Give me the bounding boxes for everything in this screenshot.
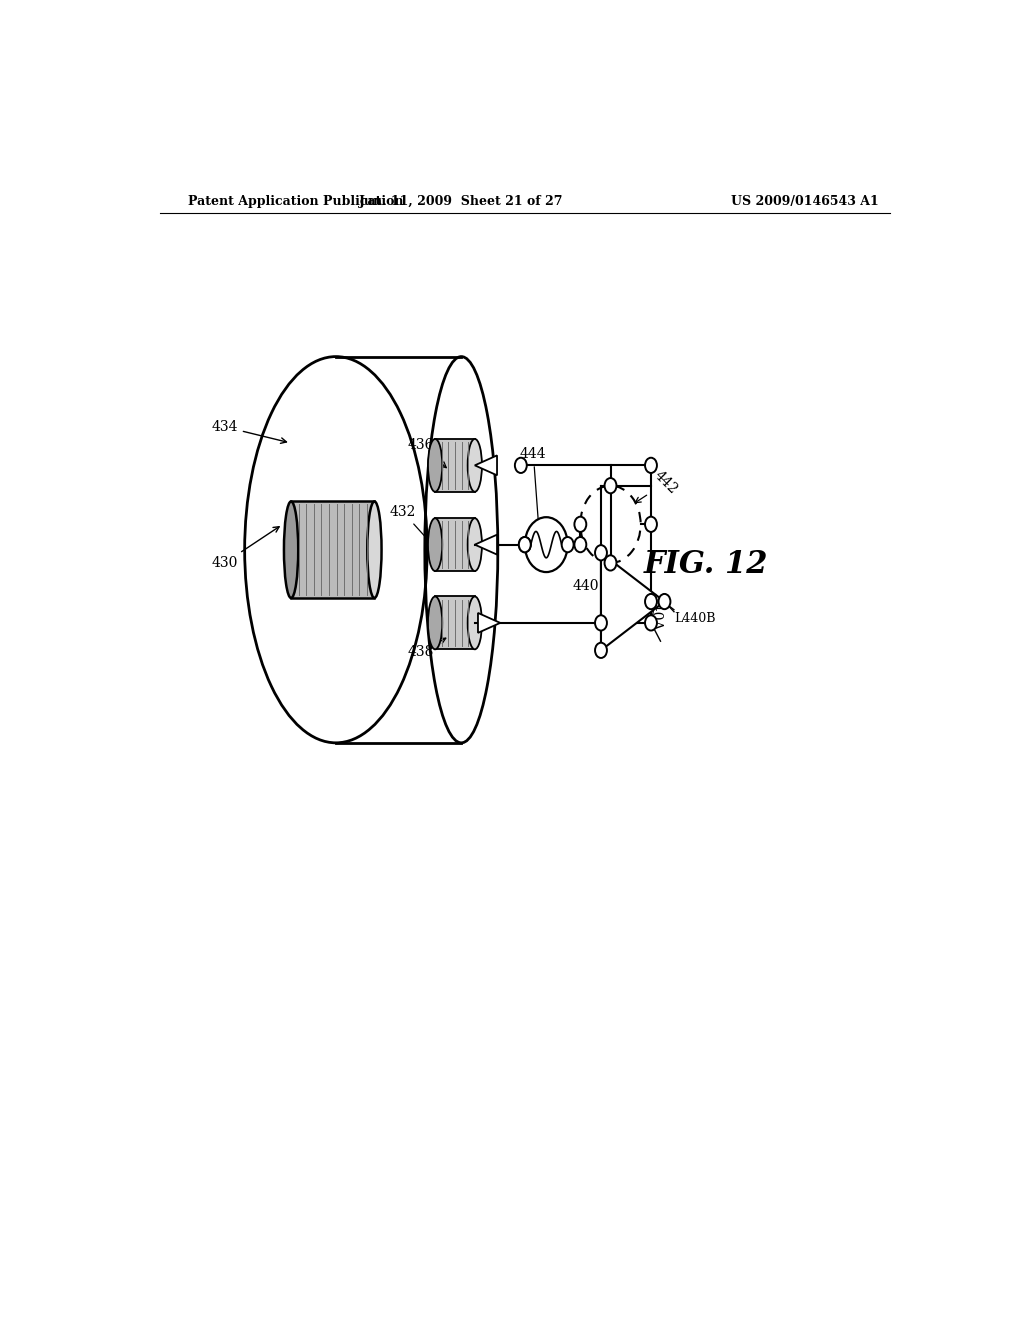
Polygon shape	[475, 535, 497, 554]
Text: 440: 440	[572, 579, 621, 594]
Circle shape	[574, 516, 587, 532]
Ellipse shape	[428, 519, 442, 572]
Circle shape	[645, 594, 657, 609]
Text: L440B: L440B	[674, 611, 716, 624]
Circle shape	[604, 556, 616, 570]
Text: 434: 434	[211, 420, 287, 444]
Ellipse shape	[468, 519, 482, 572]
Bar	[435, 519, 475, 572]
Polygon shape	[475, 455, 497, 475]
Text: 442: 442	[635, 469, 680, 503]
Text: FIG. 12: FIG. 12	[643, 549, 768, 581]
Ellipse shape	[468, 597, 482, 649]
Circle shape	[519, 537, 530, 552]
Text: Patent Application Publication: Patent Application Publication	[187, 194, 403, 207]
Text: 438: 438	[408, 638, 445, 660]
Circle shape	[515, 458, 526, 473]
Circle shape	[574, 537, 587, 552]
Circle shape	[595, 615, 607, 631]
Circle shape	[595, 545, 607, 561]
Text: Jun. 11, 2009  Sheet 21 of 27: Jun. 11, 2009 Sheet 21 of 27	[359, 194, 563, 207]
Ellipse shape	[284, 502, 298, 598]
Circle shape	[519, 537, 530, 552]
Circle shape	[595, 643, 607, 657]
Text: 430: 430	[211, 527, 280, 570]
Bar	[435, 597, 475, 649]
Ellipse shape	[428, 440, 442, 492]
Circle shape	[604, 478, 616, 494]
Ellipse shape	[368, 502, 382, 598]
Bar	[435, 440, 475, 492]
Text: 444: 444	[520, 447, 547, 572]
Circle shape	[645, 615, 657, 631]
Circle shape	[581, 486, 641, 562]
Ellipse shape	[468, 440, 482, 492]
Text: 432: 432	[390, 506, 438, 552]
Circle shape	[562, 537, 573, 552]
Ellipse shape	[428, 597, 442, 649]
Circle shape	[645, 458, 657, 473]
Bar	[291, 502, 375, 598]
Circle shape	[645, 516, 657, 532]
Polygon shape	[478, 612, 500, 632]
Text: US 2009/0146543 A1: US 2009/0146543 A1	[731, 194, 879, 207]
Circle shape	[658, 594, 671, 609]
Text: 440A: 440A	[649, 594, 663, 631]
Circle shape	[525, 517, 567, 572]
Text: 436: 436	[408, 438, 446, 467]
Polygon shape	[601, 553, 665, 651]
